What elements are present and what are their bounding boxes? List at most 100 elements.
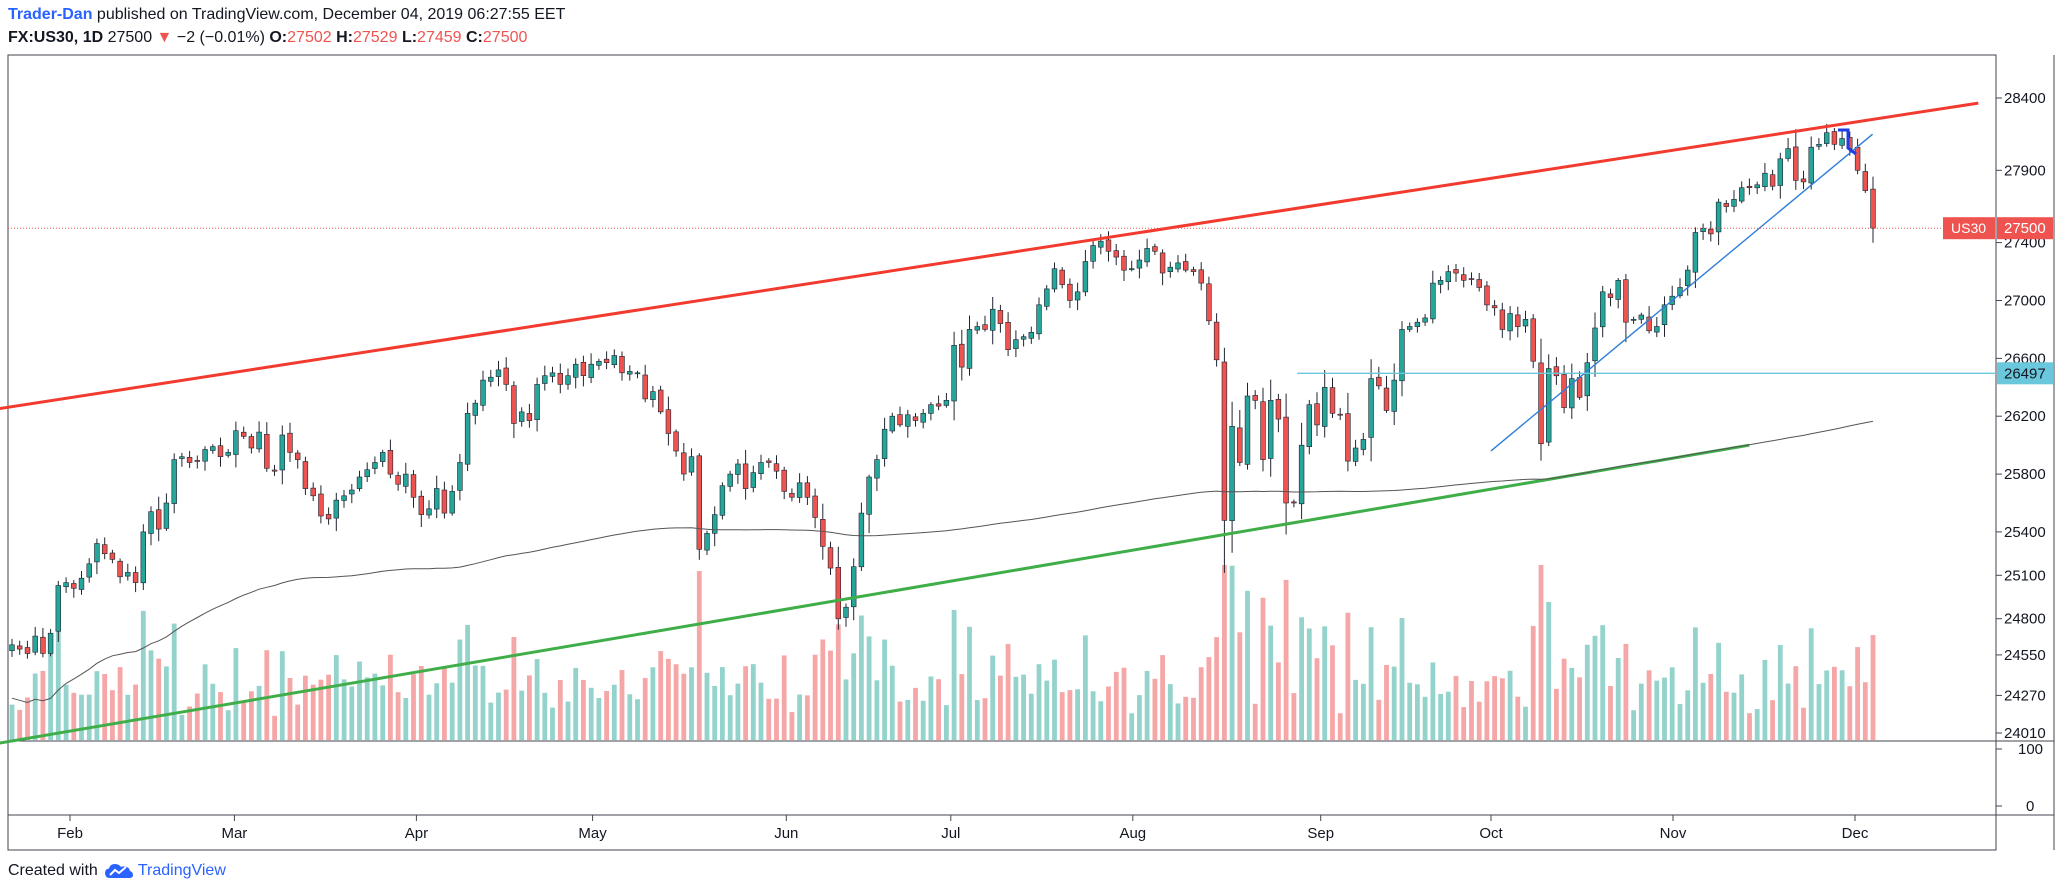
tradingview-brand[interactable]: TradingView [137,862,226,879]
candle-body [850,566,857,608]
volume-bar [998,675,1003,740]
volume-bar [1345,612,1351,740]
close-label: C: [466,29,483,46]
volume-bar [1067,690,1073,740]
volume-bar [187,706,192,740]
author-link[interactable]: Trader-Dan [8,6,93,23]
candle-body [835,566,842,620]
volume-bars [9,565,1876,740]
volume-bar [1175,703,1181,740]
candle-body [78,577,85,590]
volume-bar [1075,689,1080,740]
candle-body [387,449,394,475]
candle-body [758,462,764,474]
volume-bar [1662,677,1667,740]
volume-bar [256,685,262,740]
volume-bar [843,679,849,740]
candle-body [410,474,417,498]
volume-bar [1716,642,1721,740]
last-price: 27500 [107,29,153,46]
volume-bar [1229,565,1235,740]
candle-body [1291,501,1297,504]
candle-body [1715,201,1722,233]
volume-bar [1299,617,1304,740]
volume-bar [658,651,664,740]
created-with-text: Created with [8,862,98,879]
volume-bar [1353,679,1358,740]
candle-body [1800,178,1807,183]
volume-bar [287,678,293,740]
candle-body [1630,318,1637,321]
volume-bar [704,672,710,740]
volume-bar [758,682,764,740]
candle-body [935,403,942,407]
volume-bar [264,650,270,740]
candle-body [1252,395,1258,401]
symbol-label-tag [1943,217,1995,240]
volume-bar [1561,658,1567,740]
candle-body [333,499,339,519]
candle-body [194,460,200,462]
publish-info: Trader-Dan published on TradingView.com,… [8,6,565,24]
candle-body [951,344,957,402]
volume-bar [1747,713,1752,740]
volume-bar [1021,674,1026,740]
candle-body [1098,240,1104,248]
candle-body [905,414,911,427]
volume-bar [1584,644,1590,740]
volume-bar [627,694,633,740]
volume-bar [1113,671,1119,740]
volume-bar [666,658,671,740]
volume-bar [310,684,316,740]
candle-body [804,482,811,498]
volume-bar [990,655,996,740]
candle-body [1854,146,1861,171]
candle-body [1298,444,1305,505]
candle-body [1051,268,1058,290]
volume-bar [1137,695,1142,740]
volume-bar [974,700,980,740]
candle-body [673,431,679,452]
volume-bar [1422,696,1428,740]
volume-bar [9,704,15,740]
volume-bar [642,678,648,740]
candle-body [94,543,100,563]
volume-bar [766,698,772,740]
candle-body [943,399,950,406]
candle-body [233,430,239,455]
volume-bar [1098,701,1104,740]
candle-body [1175,262,1181,270]
time-tick-label: Jun [774,825,798,842]
volume-bar [233,648,239,740]
candle-body [1360,439,1367,450]
candle-body [750,472,757,488]
candle-body [827,547,834,569]
volume-bar [897,701,903,740]
volume-bar [1847,686,1853,740]
candle-body [1538,362,1544,444]
volume-bar [1376,699,1382,740]
candle-body [202,449,208,462]
candle-body [1731,199,1737,207]
candle-body [372,462,378,469]
volume-bar [32,673,38,740]
volume-bar [542,692,548,740]
low-label: L: [401,29,418,46]
down-arrow-icon: ▼ [156,29,173,46]
candle-body [441,489,448,514]
candle-body [1198,269,1204,284]
candle-body [1221,361,1228,521]
volume-bar [1492,676,1497,740]
low-value: 27459 [417,29,462,46]
volume-bar [959,674,965,740]
price-axis: 2840027900274002700026600262002580025400… [1943,90,2053,815]
candle-body [742,463,749,489]
volume-bar [1252,703,1258,740]
volume-bar [1638,683,1644,740]
candle-body [1059,269,1065,285]
candle-body [920,412,926,423]
candle-body [47,632,54,654]
candle-body [1144,248,1150,263]
volume-bar [1283,579,1289,740]
